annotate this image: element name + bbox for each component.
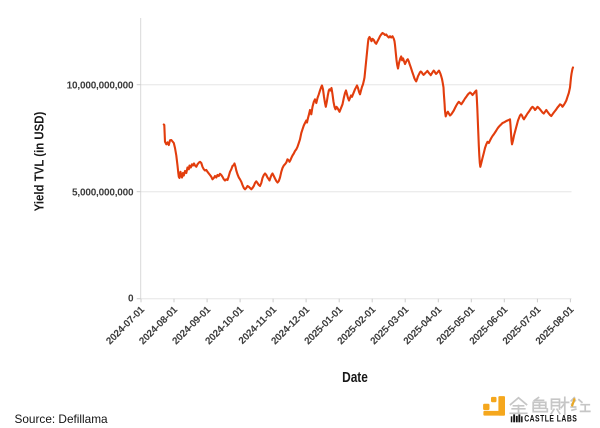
svg-text:5,000,000,000: 5,000,000,000 (72, 188, 134, 199)
svg-text:CASTLE LABS: CASTLE LABS (524, 414, 577, 424)
svg-text:Yield TVL (in USD): Yield TVL (in USD) (32, 112, 47, 212)
svg-text:10,000,000,000: 10,000,000,000 (67, 81, 134, 92)
svg-text:0: 0 (128, 293, 134, 304)
svg-text:Date: Date (342, 369, 368, 385)
svg-text:Source: Defillama: Source: Defillama (15, 412, 109, 426)
